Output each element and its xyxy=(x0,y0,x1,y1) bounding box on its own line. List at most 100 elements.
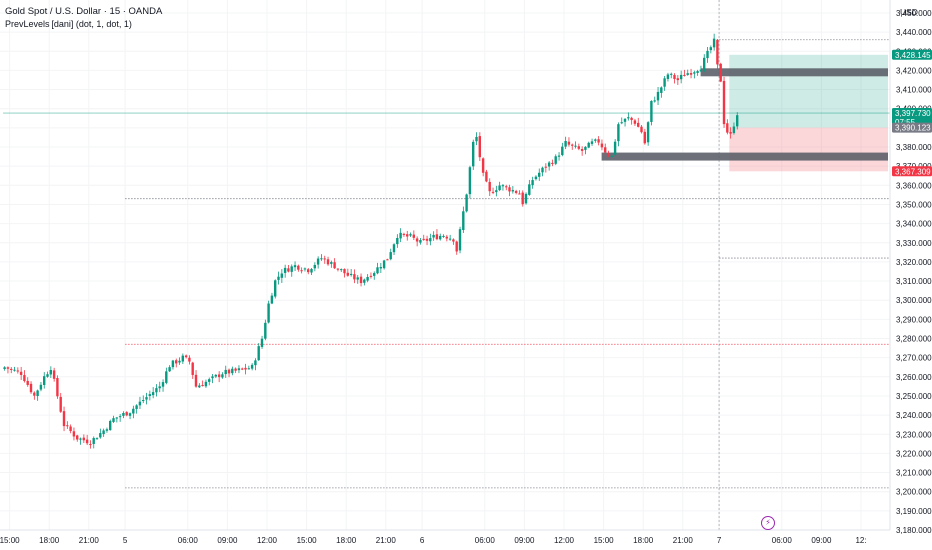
candle-body xyxy=(336,268,340,270)
lightning-icon[interactable]: ⚡ xyxy=(761,516,775,530)
candle-body xyxy=(514,190,518,193)
candle-body xyxy=(122,413,125,416)
price-badge: 3,367.309 xyxy=(892,166,932,177)
candle-body xyxy=(452,239,455,242)
candle-body xyxy=(10,368,13,370)
x-tick-label: 09:00 xyxy=(514,536,535,545)
candle-body xyxy=(534,176,538,180)
candle-body xyxy=(66,425,69,427)
candle-body xyxy=(633,120,637,124)
candle-body xyxy=(574,145,577,147)
candle-body xyxy=(412,234,415,238)
y-tick-label: 3,380.000 xyxy=(896,143,932,152)
candle-body xyxy=(508,187,511,192)
candle-body xyxy=(729,132,732,134)
x-tick-label: 7 xyxy=(717,536,722,545)
candle-body xyxy=(518,193,521,195)
candle-body xyxy=(722,80,726,125)
candle-body xyxy=(313,264,316,269)
candle-body xyxy=(646,122,650,143)
y-tick-label: 3,310.000 xyxy=(896,277,932,286)
candle-body xyxy=(323,258,326,260)
candle-body xyxy=(343,269,346,274)
candle-body xyxy=(673,74,676,79)
candle-body xyxy=(455,241,458,252)
candle-body xyxy=(105,429,109,431)
candle-body xyxy=(670,73,673,75)
y-tick-label: 3,260.000 xyxy=(896,373,932,382)
candle-body xyxy=(168,367,171,372)
candle-body xyxy=(178,360,181,363)
candle-body xyxy=(320,258,323,260)
y-tick-label: 3,230.000 xyxy=(896,430,932,439)
x-tick-label: 06:00 xyxy=(475,536,496,545)
candle-body xyxy=(208,379,211,382)
candle-body xyxy=(145,397,148,400)
price-badge-bg xyxy=(892,49,932,60)
y-tick-label: 3,420.000 xyxy=(896,66,932,75)
candle-body xyxy=(115,417,118,419)
candle-body xyxy=(498,185,501,191)
candle-body xyxy=(224,369,227,375)
candle-body xyxy=(148,394,151,396)
candle-body xyxy=(204,381,208,387)
candle-body xyxy=(547,162,551,167)
candle-body xyxy=(435,234,439,240)
candle-body xyxy=(16,370,19,372)
candle-body xyxy=(23,375,26,382)
candle-body xyxy=(607,153,610,156)
candle-body xyxy=(637,122,640,127)
candle-body xyxy=(142,400,145,402)
y-tick-label: 3,360.000 xyxy=(896,181,932,190)
candle-body xyxy=(531,180,534,186)
candle-body xyxy=(112,418,115,422)
candle-body xyxy=(201,384,204,386)
candle-body xyxy=(554,156,557,164)
candle-body xyxy=(303,268,307,270)
candle-body xyxy=(231,368,234,374)
candle-body xyxy=(716,39,719,65)
stop-zone xyxy=(729,127,888,172)
candle-body xyxy=(257,346,260,361)
candle-body xyxy=(580,149,584,151)
candle-body xyxy=(465,194,468,212)
candle-body xyxy=(594,139,597,141)
y-tick-label: 3,280.000 xyxy=(896,335,932,344)
candle-body xyxy=(712,38,716,48)
indicator-legend[interactable]: PrevLevels [dani] (dot, 1, dot, 1) xyxy=(5,19,132,29)
candle-body xyxy=(363,279,366,283)
candle-body xyxy=(613,141,617,155)
candle-body xyxy=(445,236,448,239)
candle-body xyxy=(76,435,79,440)
x-tick-label: 12: xyxy=(855,536,866,545)
candle-body xyxy=(491,191,495,193)
candle-body xyxy=(544,166,547,168)
candle-body xyxy=(49,369,52,375)
candle-body xyxy=(373,273,376,276)
candle-body xyxy=(382,260,386,269)
candle-body xyxy=(732,126,736,134)
candle-body xyxy=(72,431,76,437)
currency-label[interactable]: USD xyxy=(900,7,918,17)
y-tick-label: 3,250.000 xyxy=(896,392,932,401)
y-tick-label: 3,220.000 xyxy=(896,449,932,458)
y-tick-label: 3,350.000 xyxy=(896,200,932,209)
candle-body xyxy=(125,412,128,416)
candle-body xyxy=(564,140,567,147)
candle-body xyxy=(82,437,85,441)
y-tick-label: 3,190.000 xyxy=(896,507,932,516)
candle-body xyxy=(640,126,643,133)
candle-body xyxy=(69,426,72,432)
symbol-title[interactable]: Gold Spot / U.S. Dollar · 15 · OANDA xyxy=(5,6,163,17)
candle-body xyxy=(488,181,491,192)
candle-body xyxy=(132,408,135,414)
candle-body xyxy=(138,401,142,406)
candle-body xyxy=(59,396,62,412)
candle-body xyxy=(366,276,369,281)
price-badge: 3,390.123 xyxy=(892,122,932,133)
candle-body xyxy=(198,385,201,388)
price-badge: 3,428.145 xyxy=(892,49,932,60)
candle-body xyxy=(227,369,231,374)
